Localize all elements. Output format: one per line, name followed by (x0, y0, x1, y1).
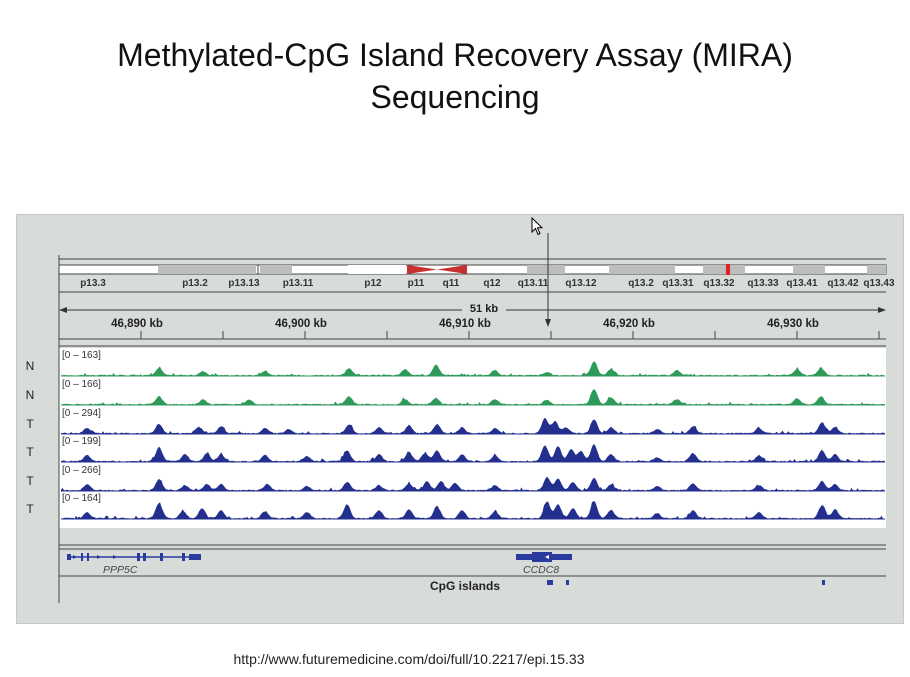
track-range-label: [0 – 199] (62, 436, 101, 447)
band-label: q13.33 (747, 278, 779, 289)
band-label: q13.12 (565, 278, 597, 289)
track-panel (59, 348, 886, 528)
mouse-pointer-icon (531, 217, 544, 236)
coordinate-ruler: 46,890 kb 46,900 kb 46,910 kb 46,920 kb 46,9… (58, 318, 886, 347)
track-range-label: [0 – 163] (62, 350, 101, 361)
track-range-label: [0 – 166] (62, 379, 101, 390)
cpg-island (566, 580, 569, 585)
span-label: 51 kb (470, 303, 498, 315)
band-label: p13.2 (182, 278, 208, 289)
band-label: q13.42 (827, 278, 859, 289)
region-marker-icon (726, 264, 730, 275)
gene-track: PPP5C CCDC8 CpG islands (59, 544, 886, 593)
span-ruler: 51 kb (59, 302, 886, 315)
sample-label: N (26, 359, 35, 373)
sample-label: T (26, 445, 34, 459)
coverage-track: T [0 – 199] (26, 436, 885, 463)
coordinate-label: 46,920 kb (603, 318, 655, 330)
coordinate-label: 46,930 kb (767, 318, 819, 330)
coverage-profile (61, 501, 885, 519)
coverage-track: N [0 – 166] (26, 379, 885, 406)
coverage-profile (61, 389, 885, 405)
coordinate-label: 46,890 kb (111, 318, 163, 330)
coverage-profile (61, 444, 885, 462)
band-label: q13.2 (628, 278, 654, 289)
sample-label: T (26, 474, 34, 488)
coverage-profile (61, 476, 885, 491)
sample-label: N (26, 388, 35, 402)
band-label: q12 (483, 278, 501, 289)
igv-figure: p13.3 p13.2 p13.13 p13.11 p12 p11 q11 q12 q13.11… (16, 214, 904, 624)
coverage-track: T [0 – 266] (26, 465, 885, 492)
gene-ccdc8: CCDC8 (516, 552, 572, 576)
centromere-q-icon (437, 265, 467, 274)
coverage-profile (61, 361, 885, 376)
cpg-island (822, 580, 825, 585)
gene-label-ccdc8: CCDC8 (523, 564, 559, 576)
arrow-right-icon (878, 307, 886, 313)
coverage-track: T [0 – 164] (26, 493, 885, 520)
slide-title-line2: Sequencing (370, 79, 540, 115)
slide-title-line1: Methylated-CpG Island Recovery Assay (MI… (117, 37, 793, 73)
arrow-left-icon (59, 307, 67, 313)
position-guide (545, 233, 551, 327)
track-range-label: [0 – 294] (62, 408, 101, 419)
sample-label: T (26, 417, 34, 431)
gene-ppp5c: PPP5C (67, 553, 201, 576)
track-range-label: [0 – 164] (62, 493, 101, 504)
sample-label: T (26, 502, 34, 516)
cpg-islands-label: CpG islands (430, 579, 500, 593)
band-label: q13.31 (662, 278, 694, 289)
slide-title: Methylated-CpG Island Recovery Assay (MI… (0, 34, 910, 118)
band-label: p12 (364, 278, 382, 289)
centromere-p-icon (407, 265, 437, 274)
coverage-track: T [0 – 294] (26, 408, 885, 435)
cpg-island (547, 580, 553, 585)
guide-arrow-icon (545, 319, 551, 327)
coverage-profile (61, 418, 885, 434)
band-label: p11 (408, 278, 425, 289)
band-label: q13.32 (703, 278, 735, 289)
track-range-label: [0 – 266] (62, 465, 101, 476)
band-label: q13.43 (863, 278, 895, 289)
coverage-track: N [0 – 163] (26, 350, 885, 377)
chromosome-ideogram: p13.3 p13.2 p13.13 p13.11 p12 p11 q11 q12 q13.11… (58, 258, 895, 293)
band-label: q13.41 (786, 278, 818, 289)
band-label: q13.11 (518, 278, 549, 289)
gene-label-ppp5c: PPP5C (103, 564, 138, 576)
band-label: p13.3 (80, 278, 106, 289)
band-label: p13.11 (283, 278, 314, 289)
band-label: q11 (443, 278, 460, 289)
source-url[interactable]: http://www.futuremedicine.com/doi/full/1… (233, 651, 585, 667)
coverage-tracks: N [0 – 163] N [0 – 166] T [0 – 294] T [0 – 199]… (26, 350, 885, 520)
igv-browser-view: p13.3 p13.2 p13.13 p13.11 p12 p11 q11 q12 q13.11… (26, 233, 895, 603)
band-label: p13.13 (228, 278, 260, 289)
coordinate-label: 46,910 kb (439, 318, 491, 330)
coordinate-label: 46,900 kb (275, 318, 327, 330)
